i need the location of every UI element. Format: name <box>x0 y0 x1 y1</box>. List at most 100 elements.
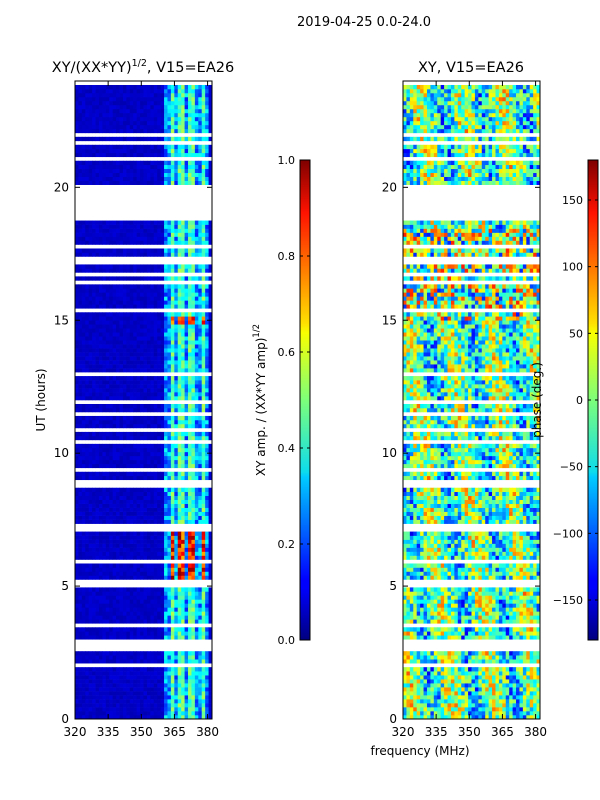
amp-heatmap-cell <box>201 116 206 122</box>
amp-heatmap-cell <box>105 531 110 536</box>
amp-heatmap-cell <box>184 152 189 158</box>
amp-heatmap-cell <box>160 675 165 680</box>
amp-heatmap-cell <box>136 248 141 253</box>
amp-heatmap-cell <box>143 475 148 481</box>
amp-heatmap-cell <box>188 423 192 429</box>
amp-heatmap-cell <box>102 368 107 373</box>
amp-heatmap-cell <box>122 348 127 353</box>
amp-heatmap-cell <box>160 463 165 469</box>
amp-heatmap-cell <box>157 316 162 321</box>
amp-heatmap-cell <box>188 160 192 166</box>
amp-heatmap-cell <box>119 388 124 393</box>
amp-heatmap-cell <box>208 336 212 341</box>
amp-heatmap-cell <box>136 595 141 600</box>
amp-heatmap-cell <box>201 591 206 596</box>
amp-heatmap-cell <box>150 180 155 185</box>
amp-heatmap-cell <box>122 415 127 421</box>
amp-heatmap-cell <box>194 551 199 556</box>
amp-heatmap-cell <box>112 555 117 560</box>
amp-heatmap-cell <box>105 112 110 118</box>
amp-heatmap-cell <box>116 300 120 305</box>
amp-heatmap-cell <box>105 655 110 660</box>
amp-heatmap-cell <box>181 435 185 441</box>
amp-heatmap-cell <box>208 471 212 477</box>
amp-heatmap-cell <box>167 555 172 560</box>
amp-heatmap-cell <box>133 599 138 604</box>
amp-heatmap-cell <box>133 328 138 333</box>
amp-heatmap-cell <box>116 108 120 114</box>
amp-heatmap-cell <box>150 511 155 516</box>
amp-heatmap-cell <box>136 447 141 453</box>
amp-heatmap-cell <box>177 328 182 333</box>
amp-heatmap-cell <box>191 567 196 572</box>
amp-heatmap-cell <box>167 152 172 158</box>
amp-heatmap-cell <box>143 112 148 118</box>
amp-heatmap-cell <box>98 252 103 257</box>
amp-heatmap-cell <box>198 124 203 130</box>
amp-heatmap-cell <box>170 463 175 469</box>
amp-heatmap-cell <box>136 707 141 712</box>
amp-heatmap-cell <box>164 499 168 504</box>
amp-heatmap-cell <box>153 515 158 520</box>
amp-heatmap-cell <box>122 459 127 465</box>
amp-heatmap-cell <box>92 276 96 281</box>
amp-heatmap-cell <box>160 368 165 373</box>
amp-heatmap-cell <box>92 284 96 289</box>
amp-heatmap-cell <box>198 332 203 337</box>
amp-heatmap-cell <box>201 240 206 245</box>
amp-heatmap-cell <box>143 695 148 700</box>
amp-heatmap-cell <box>160 679 165 684</box>
amp-heatmap-cell <box>95 471 100 477</box>
amp-heatmap-cell <box>184 691 189 696</box>
amp-heatmap-cell <box>157 148 162 154</box>
amp-heatmap-cell <box>133 655 138 660</box>
amp-heatmap-cell <box>119 519 124 524</box>
amp-heatmap-cell <box>95 348 100 353</box>
amp-heatmap-cell <box>164 535 168 540</box>
amp-heatmap-cell <box>75 224 79 229</box>
amp-heatmap-cell <box>129 435 134 441</box>
amp-heatmap-cell <box>122 595 127 600</box>
amp-heatmap-cell <box>133 679 138 684</box>
amp-heatmap-cell <box>167 543 172 548</box>
amp-heatmap-cell <box>133 352 138 357</box>
amp-heatmap-cell <box>164 675 168 680</box>
amp-heatmap-cell <box>201 384 206 389</box>
amp-heatmap-cell <box>88 563 93 568</box>
amp-heatmap-cell <box>92 715 96 719</box>
amp-heatmap-cell <box>88 364 93 369</box>
amp-heatmap-cell <box>143 228 148 233</box>
amp-heatmap-cell <box>194 567 199 572</box>
amp-heatmap-cell <box>78 603 83 608</box>
amp-heatmap-cell <box>112 715 117 719</box>
amp-heatmap-cell <box>119 316 124 321</box>
amp-heatmap-cell <box>116 376 120 381</box>
amp-heatmap-cell <box>136 655 141 660</box>
amp-heatmap-cell <box>150 591 155 596</box>
amp-heatmap-cell <box>116 172 120 177</box>
amp-heatmap-cell <box>205 551 209 556</box>
amp-heatmap-cell <box>201 380 206 385</box>
amp-heatmap-cell <box>198 144 203 150</box>
amp-heatmap-cell <box>88 555 93 560</box>
amp-heatmap-cell <box>170 447 175 453</box>
amp-heatmap-cell <box>146 655 151 660</box>
amp-heatmap-cell <box>98 707 103 712</box>
amp-heatmap-cell <box>129 152 134 158</box>
amp-heatmap-cell <box>112 164 117 170</box>
amp-heatmap-cell <box>109 320 114 325</box>
amp-heatmap-cell <box>78 659 83 664</box>
amp-heatmap-cell <box>167 124 172 130</box>
amp-heatmap-cell <box>92 591 96 596</box>
amp-heatmap-cell <box>75 176 79 181</box>
amp-cbar-tick-label: 0.8 <box>278 250 296 263</box>
amp-heatmap-cell <box>191 172 196 177</box>
amp-heatmap-cell <box>160 168 165 174</box>
amp-heatmap-cell <box>112 232 117 237</box>
amp-heatmap-cell <box>201 543 206 548</box>
amp-xtick-label: 365 <box>163 725 186 739</box>
amp-heatmap-cell <box>153 348 158 353</box>
amp-heatmap-cell <box>198 324 203 329</box>
amp-heatmap-cell <box>150 543 155 548</box>
amp-heatmap-cell <box>136 603 141 608</box>
